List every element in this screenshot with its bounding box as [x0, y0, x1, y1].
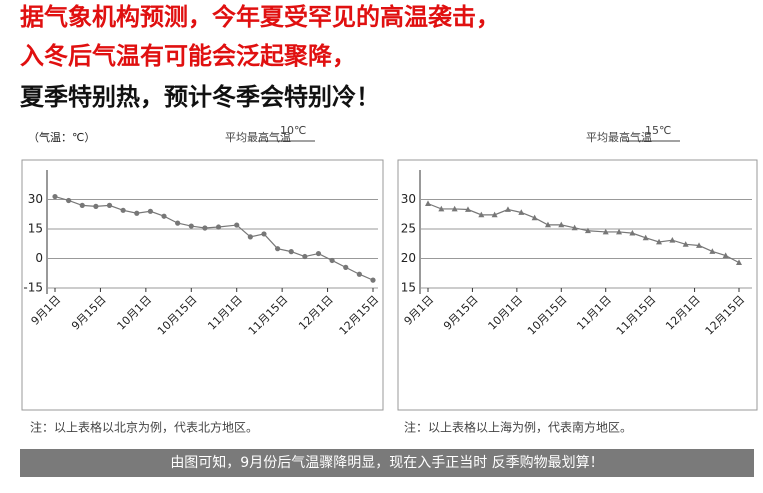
marker — [584, 227, 591, 234]
marker — [629, 229, 636, 236]
marker — [215, 224, 222, 230]
marker — [288, 249, 294, 255]
marker — [175, 220, 181, 226]
x-tick-label: 9月1日 — [29, 293, 64, 328]
marker — [120, 207, 126, 213]
marker — [147, 208, 153, 214]
x-tick-label: 12月15日 — [703, 293, 748, 338]
x-tick-label: 10月1日 — [115, 293, 155, 333]
marker — [518, 209, 525, 215]
y-tick-label: 25 — [401, 222, 416, 236]
y-tick-label: 30 — [28, 192, 43, 206]
x-tick-label: 12月15日 — [337, 293, 382, 338]
chart-frame — [397, 159, 758, 411]
marker — [491, 211, 498, 218]
marker — [188, 223, 194, 229]
chart-frame — [21, 159, 384, 411]
x-tick-label: 11月15日 — [614, 293, 659, 338]
marker — [161, 213, 167, 219]
banner: 由图可知，9月份后气温骤降明显，现在入手正当时 反季购物最划算！ — [170, 454, 603, 471]
x-tick-label: 11月15日 — [246, 293, 291, 338]
marker — [329, 257, 335, 264]
headline-3: 夏季特别热，预计冬季会特别冷！ — [20, 83, 380, 111]
marker — [79, 202, 85, 208]
marker — [261, 231, 267, 237]
x-tick-label: 12月1日 — [663, 293, 703, 333]
line — [54, 195, 374, 281]
x-tick-label: 11月1日 — [205, 293, 245, 333]
marker — [275, 246, 281, 252]
marker — [451, 205, 458, 212]
marker — [616, 228, 623, 235]
marker — [315, 250, 322, 257]
banner-bg — [20, 449, 754, 477]
marker — [425, 200, 431, 207]
marker — [52, 193, 58, 200]
avg-label: 平均最高气温 — [586, 130, 652, 144]
avg-value: 10℃ — [280, 124, 306, 137]
marker — [558, 221, 565, 228]
marker — [370, 277, 376, 283]
x-tick-label: 11月1日 — [574, 293, 614, 333]
y-tick-label: -15 — [23, 281, 43, 295]
marker — [696, 242, 703, 248]
marker — [709, 248, 716, 254]
avg-value: 15℃ — [645, 124, 671, 137]
x-tick-label: 12月1日 — [296, 293, 336, 333]
marker — [602, 228, 609, 235]
line — [427, 203, 740, 264]
marker — [106, 202, 113, 208]
marker — [682, 241, 689, 247]
marker — [234, 222, 240, 228]
x-tick-label: 10月15日 — [155, 293, 200, 338]
marker — [247, 234, 253, 240]
headline-2: 入冬后气温有可能会泛起聚降， — [20, 42, 356, 70]
marker — [531, 214, 538, 221]
note: 注：以上表格以北京为例，代表北方地区。 — [30, 420, 258, 435]
x-tick-label: 9月15日 — [441, 293, 481, 333]
x-tick-label: 9月15日 — [69, 293, 109, 333]
marker — [544, 221, 551, 228]
unit-label: （气温：℃） — [28, 130, 95, 144]
marker — [504, 206, 511, 212]
marker — [302, 253, 308, 260]
y-tick-label: 0 — [35, 251, 43, 265]
marker — [736, 259, 742, 266]
marker — [202, 225, 208, 231]
y-tick-label: 15 — [401, 281, 416, 295]
marker — [722, 252, 729, 258]
marker — [642, 234, 649, 241]
marker — [343, 264, 349, 270]
marker — [464, 206, 471, 212]
headline-1: 据气象机构预测，今年夏受罕见的高温袭击， — [20, 3, 500, 31]
marker — [93, 203, 99, 209]
marker — [134, 210, 140, 216]
marker — [356, 271, 362, 277]
x-tick-label: 10月1日 — [486, 293, 526, 333]
y-tick-label: 15 — [28, 222, 43, 236]
marker — [669, 237, 676, 243]
y-tick-label: 30 — [401, 192, 416, 206]
y-tick-label: 20 — [401, 251, 416, 265]
marker — [66, 197, 72, 204]
marker — [478, 211, 485, 218]
marker — [571, 224, 578, 231]
x-tick-label: 10月15日 — [525, 293, 570, 338]
marker — [656, 238, 663, 245]
x-tick-label: 9月1日 — [402, 293, 437, 328]
marker — [438, 205, 445, 212]
note: 注：以上表格以上海为例，代表南方地区。 — [404, 420, 632, 435]
